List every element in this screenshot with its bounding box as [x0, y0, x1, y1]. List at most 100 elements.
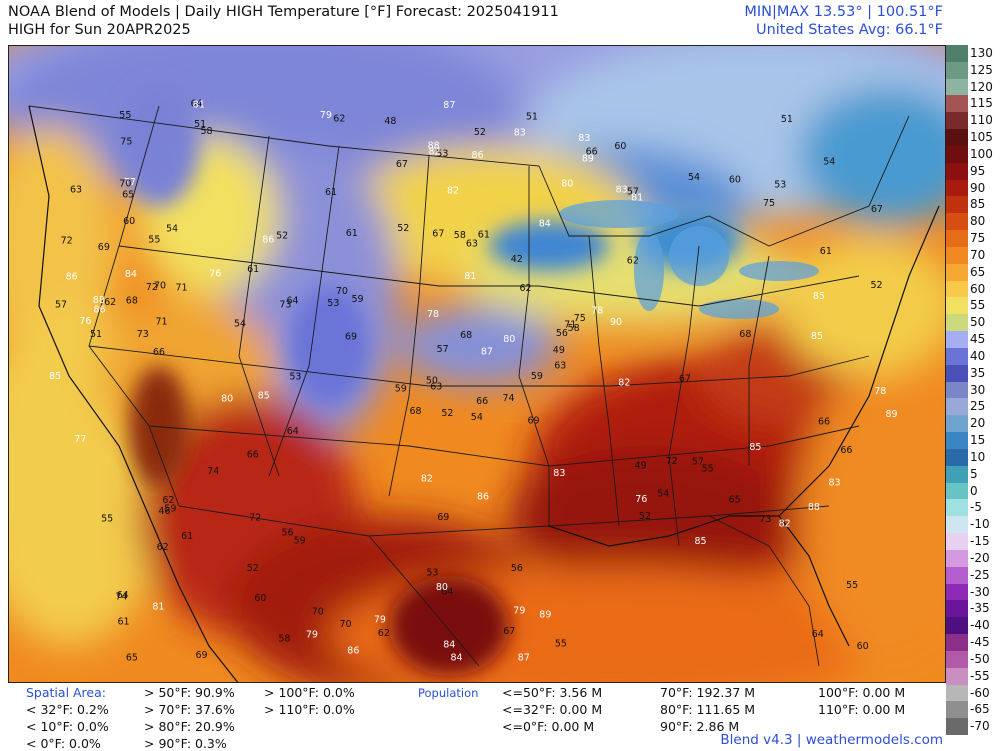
city-temperature-value: 55 [101, 513, 113, 524]
city-temperature-value: 83 [578, 133, 590, 144]
colorbar-swatch [946, 78, 968, 96]
colorbar-tick-label: -60 [970, 685, 990, 700]
colorbar-tick-label: 35 [970, 365, 986, 380]
pop-le0: <=0°F: 0.00 M [502, 719, 595, 734]
us-average-readout: United States Avg: 66.1°F [755, 22, 943, 38]
colorbar-swatch [946, 549, 968, 568]
colorbar-tick-label: -35 [970, 601, 990, 616]
temperature-colorbar: 130 125 120 115 110 105 100 95 90 85 80 75 70 65 60 55 5… [946, 45, 1000, 736]
city-temperature-value: 65 [122, 189, 134, 200]
pop-le50: <=50°F: 3.56 M [502, 685, 603, 700]
colorbar-tick-label: 15 [970, 433, 986, 448]
city-temperature-value: 84 [451, 653, 463, 664]
colorbar-swatch [946, 583, 968, 601]
city-temperature-value: 49 [635, 460, 647, 471]
city-temperature-value: 77 [74, 434, 86, 445]
city-temperature-value: 60 [857, 641, 869, 652]
colorbar-tick-label: 115 [970, 96, 993, 111]
city-temperature-value: 83 [553, 468, 565, 479]
city-temperature-value: 67 [432, 228, 444, 239]
colorbar-tick-label: 75 [970, 231, 986, 246]
colorbar-tick-label: 105 [970, 130, 993, 145]
colorbar-tick-label: 50 [970, 315, 986, 330]
city-temperature-value: 74 [503, 393, 515, 404]
city-temperature-value: 59 [395, 384, 407, 395]
colorbar-tick-label: -45 [970, 635, 990, 650]
city-temperature-value: 61 [478, 230, 490, 241]
city-temperature-value: 51 [194, 119, 206, 130]
city-temperature-value: 64 [812, 629, 824, 640]
city-temperature-value: 52 [871, 280, 883, 291]
city-temperature-value: 73 [279, 299, 291, 310]
city-temperature-value: 63 [70, 185, 82, 196]
city-temperature-value: 87 [518, 652, 530, 663]
city-temperature-value: 64 [441, 587, 453, 598]
city-temperature-value: 66 [247, 450, 259, 461]
city-temperature-value: 75 [120, 136, 132, 147]
city-temperature-value: 62 [627, 255, 639, 266]
city-temperature-value: 70 [154, 280, 166, 291]
map-title: NOAA Blend of Models | Daily HIGH Temper… [8, 4, 559, 20]
city-temperature-value: 81 [193, 100, 205, 111]
stat-lt10: < 10°F: 0.0% [26, 719, 109, 734]
city-temperature-value: 57 [692, 457, 704, 468]
city-temperature-value: 74 [115, 591, 127, 602]
city-temperature-value: 55 [119, 110, 131, 121]
city-temperature-value: 67 [679, 374, 691, 385]
city-temperature-value: 64 [287, 296, 299, 307]
colorbar-tick-label: 125 [970, 62, 993, 77]
city-temperature-value: 51 [526, 112, 538, 123]
city-temperature-value: 78 [874, 386, 886, 397]
city-temperature-value: 72 [249, 512, 261, 523]
city-temperature-value: 55 [555, 638, 567, 649]
city-temperature-value: 78 [427, 309, 439, 320]
colorbar-swatch [946, 314, 968, 332]
colorbar-tick-label: 95 [970, 163, 986, 178]
city-temperature-value: 64 [191, 99, 203, 110]
city-temperature-value: 54 [234, 318, 246, 329]
colorbar-swatch [946, 61, 968, 80]
city-temperature-value: 71 [156, 317, 168, 328]
colorbar-tick-label: 100 [970, 146, 993, 161]
city-temperature-value: 74 [207, 466, 219, 477]
colorbar-swatch [946, 129, 968, 147]
colorbar-tick-label: -40 [970, 618, 990, 633]
city-temperature-value: 89 [582, 154, 594, 165]
city-temperature-value: 70 [119, 179, 131, 190]
city-temperature-value: 66 [818, 416, 830, 427]
city-temperature-value: 66 [153, 347, 165, 358]
city-temperature-value: 72 [666, 456, 678, 467]
pop-90: 90°F: 2.86 M [660, 719, 740, 734]
colorbar-swatch [946, 650, 968, 669]
city-temperature-value: 69 [98, 242, 110, 253]
colorbar-swatch [946, 398, 968, 416]
colorbar-swatch [946, 482, 968, 500]
city-temperature-value: 58 [568, 323, 580, 334]
colorbar-tick-label: -70 [970, 719, 990, 734]
colorbar-tick-label: -50 [970, 651, 990, 666]
city-temperature-value: 86 [347, 645, 359, 656]
city-temperature-value: 70 [336, 286, 348, 297]
city-temperature-value: 77 [124, 177, 136, 188]
city-temperature-value: 72 [146, 282, 158, 293]
city-temperature-value: 85 [813, 291, 825, 302]
colorbar-swatch [946, 684, 968, 702]
city-temperature-value: 59 [294, 536, 306, 547]
stat-gt70: > 70°F: 37.6% [144, 702, 235, 717]
city-temperature-value: 79 [374, 615, 386, 626]
colorbar-swatch [946, 45, 968, 63]
city-temperature-value: 83 [616, 184, 628, 195]
city-temperature-value: 65 [126, 653, 138, 664]
stat-lt32: < 32°F: 0.2% [26, 702, 109, 717]
city-temperature-value: 87 [443, 100, 455, 111]
city-temperature-value: 67 [503, 626, 515, 637]
colorbar-swatch [946, 634, 968, 652]
city-temperature-value: 88 [808, 502, 820, 513]
city-temperature-value: 64 [117, 590, 129, 601]
colorbar-tick-label: 55 [970, 298, 986, 313]
city-temperature-value: 89 [539, 610, 551, 621]
city-temperature-value: 66 [840, 445, 852, 456]
colorbar-swatch [946, 600, 968, 618]
colorbar-swatch [946, 95, 968, 113]
city-temperature-value: 56 [282, 527, 294, 538]
